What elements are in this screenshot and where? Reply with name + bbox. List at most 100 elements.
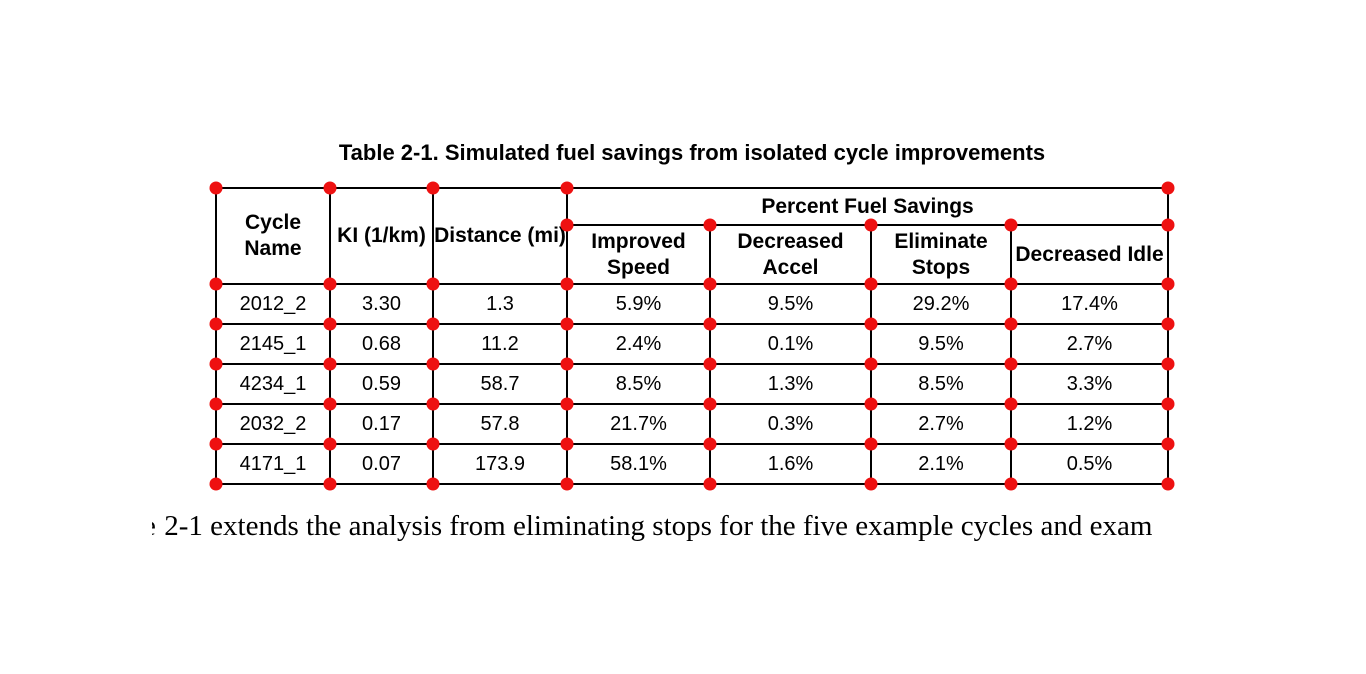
cut-off-letter-fragment: e bbox=[152, 508, 157, 545]
table-corner-dot bbox=[323, 437, 337, 451]
table-corner-dot bbox=[426, 397, 440, 411]
table-corner-dot bbox=[560, 317, 574, 331]
table-cell: 4171_1 bbox=[215, 443, 331, 485]
table-cell: 0.68 bbox=[329, 323, 434, 365]
table-corner-dot bbox=[209, 181, 223, 195]
table-cell: 57.8 bbox=[432, 403, 568, 445]
table-cell: 2.7% bbox=[1009, 323, 1170, 365]
table-corner-dot bbox=[560, 357, 574, 371]
table-cell: 2032_2 bbox=[215, 403, 331, 445]
table-corner-dot bbox=[703, 317, 717, 331]
table-cell: 4234_1 bbox=[215, 363, 331, 405]
table-corner-dot bbox=[1004, 437, 1018, 451]
table-cell: 0.3% bbox=[709, 403, 872, 445]
sub-header-decreased-accel: Decreased Accel bbox=[709, 224, 872, 285]
table-corner-dot bbox=[560, 218, 574, 232]
table-cell: 29.2% bbox=[870, 283, 1012, 325]
table-corner-dot bbox=[864, 277, 878, 291]
table-corner-dot bbox=[1004, 218, 1018, 232]
table-cell: 21.7% bbox=[566, 403, 711, 445]
table-cell: 0.1% bbox=[709, 323, 872, 365]
table-corner-dot bbox=[1161, 357, 1175, 371]
table-corner-dot bbox=[209, 277, 223, 291]
table-cell: 173.9 bbox=[432, 443, 568, 485]
table-cell: 1.3% bbox=[709, 363, 872, 405]
table-corner-dot bbox=[560, 477, 574, 491]
table-corner-dot bbox=[560, 397, 574, 411]
table-row: 2012_2 3.30 1.3 5.9% 9.5% 29.2% 17.4% bbox=[215, 283, 1170, 325]
table-cell: 58.7 bbox=[432, 363, 568, 405]
table-row: 2145_1 0.68 11.2 2.4% 0.1% 9.5% 2.7% bbox=[215, 323, 1170, 365]
table-cell: 2.1% bbox=[870, 443, 1012, 485]
table-corner-dot bbox=[1004, 397, 1018, 411]
table-corner-dot bbox=[1161, 317, 1175, 331]
table-corner-dot bbox=[864, 357, 878, 371]
table-corner-dot bbox=[703, 437, 717, 451]
table-corner-dot bbox=[323, 477, 337, 491]
table-corner-dot bbox=[1004, 277, 1018, 291]
table-corner-dot bbox=[323, 277, 337, 291]
table-corner-dot bbox=[703, 397, 717, 411]
table-corner-dot bbox=[426, 437, 440, 451]
table-cell: 3.30 bbox=[329, 283, 434, 325]
table-corner-dot bbox=[1161, 218, 1175, 232]
table-corner-dot bbox=[560, 181, 574, 195]
table-corner-dot bbox=[323, 397, 337, 411]
body-text: 2-1 extends the analysis from eliminatin… bbox=[164, 510, 1153, 542]
table-corner-dot bbox=[1161, 397, 1175, 411]
sub-header-improved-speed: Improved Speed bbox=[566, 224, 711, 285]
table-cell: 58.1% bbox=[566, 443, 711, 485]
column-header-ki: KI (1/km) bbox=[329, 187, 434, 285]
table-cell: 9.5% bbox=[870, 323, 1012, 365]
table-corner-dot bbox=[560, 437, 574, 451]
table-corner-dot bbox=[864, 218, 878, 232]
table-corner-dot bbox=[209, 397, 223, 411]
table-corner-dot bbox=[703, 357, 717, 371]
table-cell: 0.17 bbox=[329, 403, 434, 445]
table-cell: 2.4% bbox=[566, 323, 711, 365]
table-corner-dot bbox=[560, 277, 574, 291]
table-corner-dot bbox=[426, 357, 440, 371]
table-cell: 9.5% bbox=[709, 283, 872, 325]
sub-header-decreased-idle: Decreased Idle bbox=[1009, 224, 1170, 285]
table-corner-dot bbox=[426, 317, 440, 331]
table-corner-dot bbox=[864, 317, 878, 331]
fuel-savings-table: Cycle Name KI (1/km) Distance (mi) Perce… bbox=[215, 187, 1170, 485]
table-cell: 2.7% bbox=[870, 403, 1012, 445]
table-cell: 1.3 bbox=[432, 283, 568, 325]
table-corner-dot bbox=[864, 437, 878, 451]
table-corner-dot bbox=[1161, 437, 1175, 451]
body-text-line: e 2-1 extends the analysis from eliminat… bbox=[152, 508, 1152, 545]
table-cell: 11.2 bbox=[432, 323, 568, 365]
table-corner-dot bbox=[703, 218, 717, 232]
table-corner-dot bbox=[209, 477, 223, 491]
table-cell: 5.9% bbox=[566, 283, 711, 325]
table-cell: 3.3% bbox=[1009, 363, 1170, 405]
table-corner-dot bbox=[1004, 317, 1018, 331]
table-corner-dot bbox=[1161, 181, 1175, 195]
table-corner-dot bbox=[323, 357, 337, 371]
table-cell: 8.5% bbox=[870, 363, 1012, 405]
table-cell: 0.5% bbox=[1009, 443, 1170, 485]
table-corner-dot bbox=[209, 437, 223, 451]
sub-header-eliminate-stops: Eliminate Stops bbox=[870, 224, 1012, 285]
table-title: Table 2-1. Simulated fuel savings from i… bbox=[338, 140, 1046, 165]
table-corner-dot bbox=[703, 477, 717, 491]
table-corner-dot bbox=[1004, 477, 1018, 491]
table-cell: 1.2% bbox=[1009, 403, 1170, 445]
table-row: 2032_2 0.17 57.8 21.7% 0.3% 2.7% 1.2% bbox=[215, 403, 1170, 445]
table-cell: 1.6% bbox=[709, 443, 872, 485]
column-header-distance: Distance (mi) bbox=[432, 187, 568, 285]
table-cell: 8.5% bbox=[566, 363, 711, 405]
table-corner-dot bbox=[323, 317, 337, 331]
table-corner-dot bbox=[209, 317, 223, 331]
table-row: 4234_1 0.59 58.7 8.5% 1.3% 8.5% 3.3% bbox=[215, 363, 1170, 405]
table-cell: 17.4% bbox=[1009, 283, 1170, 325]
table-corner-dot bbox=[1004, 357, 1018, 371]
table-cell: 2012_2 bbox=[215, 283, 331, 325]
table-corner-dot bbox=[323, 181, 337, 195]
table-corner-dot bbox=[209, 357, 223, 371]
table-corner-dot bbox=[1161, 277, 1175, 291]
table-cell: 0.59 bbox=[329, 363, 434, 405]
